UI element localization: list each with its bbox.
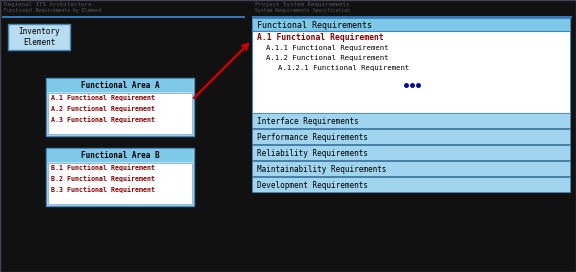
Text: B.2 Functional Requirement: B.2 Functional Requirement — [51, 175, 155, 182]
Bar — [252, 31, 570, 113]
Bar — [252, 129, 570, 144]
Text: A.1.2 Functional Requirement: A.1.2 Functional Requirement — [266, 55, 388, 61]
Text: A.1.2.1 Functional Requirement: A.1.2.1 Functional Requirement — [278, 65, 410, 71]
Text: B.3 Functional Requirement: B.3 Functional Requirement — [51, 186, 155, 193]
Bar — [252, 145, 570, 160]
Text: A.1.1 Functional Requirement: A.1.1 Functional Requirement — [266, 45, 388, 51]
Bar — [252, 113, 570, 128]
Bar — [8, 24, 70, 50]
Text: Functional Area B: Functional Area B — [81, 152, 160, 160]
Text: B.1 Functional Requirement: B.1 Functional Requirement — [51, 164, 155, 171]
Bar — [252, 161, 570, 176]
Bar — [48, 93, 192, 134]
Text: A.1 Functional Requirement: A.1 Functional Requirement — [257, 33, 384, 42]
Text: A.3 Functional Requirement: A.3 Functional Requirement — [51, 116, 155, 123]
Text: Reliability Requirements: Reliability Requirements — [257, 149, 368, 157]
Text: Functional Area A: Functional Area A — [81, 82, 160, 91]
Bar — [252, 177, 570, 192]
Text: Maintainability Requirements: Maintainability Requirements — [257, 165, 386, 174]
Text: Regional ITS Architecture: Regional ITS Architecture — [4, 2, 92, 7]
Text: Functional Requirements: Functional Requirements — [257, 20, 372, 29]
Bar — [2, 16, 245, 17]
Bar — [47, 79, 193, 92]
Text: Project System Requirements: Project System Requirements — [255, 2, 350, 7]
Bar — [48, 163, 192, 204]
Text: Inventory
Element: Inventory Element — [18, 27, 60, 47]
Text: A.1 Functional Requirement: A.1 Functional Requirement — [51, 94, 155, 101]
Bar — [46, 78, 194, 136]
Bar — [252, 16, 572, 17]
Text: Interface Requirements: Interface Requirements — [257, 116, 359, 125]
Text: Functional Requirements by Element: Functional Requirements by Element — [4, 8, 102, 13]
Bar — [47, 149, 193, 162]
Text: A.2 Functional Requirement: A.2 Functional Requirement — [51, 105, 155, 112]
Bar — [252, 18, 570, 31]
Text: Performance Requirements: Performance Requirements — [257, 132, 368, 141]
Text: Development Requirements: Development Requirements — [257, 181, 368, 190]
Text: System Requirements Specification: System Requirements Specification — [255, 8, 350, 13]
Bar — [46, 148, 194, 206]
